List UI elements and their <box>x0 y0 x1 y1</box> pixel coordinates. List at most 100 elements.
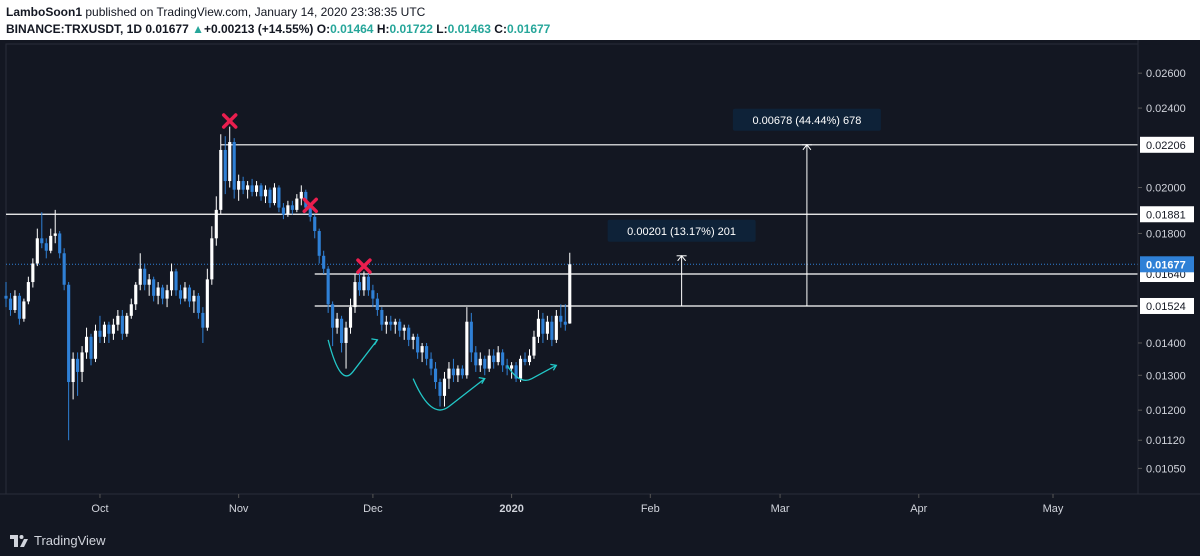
candle-body <box>44 243 48 251</box>
candle-body <box>120 315 124 334</box>
candle-body <box>331 304 335 328</box>
candle <box>389 315 393 331</box>
candle <box>299 185 303 206</box>
x-tick-label: May <box>1043 503 1064 515</box>
x-tick-label: 2020 <box>499 503 523 515</box>
candle-body <box>501 352 505 366</box>
candle <box>371 284 375 308</box>
close-label: C: <box>494 22 507 36</box>
level-price-label: 0.01524 <box>1146 301 1186 313</box>
low-value: 0.01463 <box>447 22 491 36</box>
candle-body <box>563 321 567 325</box>
candle <box>237 174 241 201</box>
publish-info: LamboSoon1 published on TradingView.com,… <box>6 5 425 19</box>
candle <box>17 293 21 325</box>
x-tick-label: Feb <box>641 503 660 515</box>
symbol-label[interactable]: BINANCE:TRXUSDT, 1D <box>6 22 143 36</box>
candle-body <box>232 142 236 190</box>
y-tick-label: 0.01800 <box>1146 228 1186 240</box>
candle <box>456 365 460 383</box>
current-price-tag <box>1140 256 1194 273</box>
candle <box>129 298 133 319</box>
candle-body <box>241 181 245 190</box>
candle <box>268 187 272 208</box>
resistance-marker-icon <box>302 197 319 214</box>
brand-name[interactable]: TradingView <box>34 533 106 548</box>
candle-body <box>98 330 102 337</box>
candle-body <box>545 321 549 334</box>
y-tick-label: 0.01200 <box>1146 405 1186 417</box>
candle-body <box>178 290 183 299</box>
candle-body <box>389 321 393 325</box>
level-price-label: 0.02206 <box>1146 140 1186 152</box>
level-price-tag <box>1140 136 1194 153</box>
candle-body <box>496 352 500 363</box>
candle-body <box>250 185 254 192</box>
arc-arrow-icon <box>327 338 379 377</box>
candle-body <box>161 287 165 299</box>
candle <box>152 276 156 302</box>
candle <box>340 315 344 353</box>
candle-body <box>465 321 469 376</box>
x-tick-label: Mar <box>771 503 790 515</box>
candle <box>71 352 75 400</box>
candle <box>290 200 294 215</box>
candle <box>201 307 205 343</box>
tradingview-logo-icon[interactable] <box>8 532 30 550</box>
candle <box>536 310 541 343</box>
candle <box>393 318 397 334</box>
candle <box>232 138 236 199</box>
candle-body <box>49 235 53 251</box>
x-tick-label: Apr <box>910 503 927 515</box>
author-name[interactable]: LamboSoon1 <box>6 5 83 19</box>
arc-curve <box>327 339 378 377</box>
candle <box>313 214 317 239</box>
candle <box>380 307 384 331</box>
candle <box>433 362 438 389</box>
candle-body <box>425 346 429 359</box>
candle <box>407 324 411 347</box>
candle-body <box>214 209 218 239</box>
candle <box>156 282 160 305</box>
candle-body <box>568 264 572 324</box>
candle <box>460 365 464 379</box>
candle <box>286 200 290 217</box>
candle <box>429 352 433 376</box>
candle <box>98 315 102 343</box>
candle <box>125 312 129 337</box>
candlestick-chart[interactable]: 0.00201 (13.17%) 201 0.00678 (44.44%) 678… <box>0 40 1200 526</box>
candle-body <box>205 279 209 328</box>
candle <box>169 263 174 296</box>
candle-body <box>219 149 223 210</box>
candle <box>563 304 567 331</box>
marker-stroke <box>221 113 238 129</box>
candle-body <box>174 271 178 291</box>
candle-body <box>559 315 563 322</box>
x-tick-label: Dec <box>363 503 383 515</box>
high-value: 0.01722 <box>389 22 433 36</box>
candle <box>40 212 44 249</box>
candle <box>277 185 281 213</box>
candle-body <box>53 233 57 236</box>
candle-body <box>299 191 303 199</box>
level-price-tag <box>1140 297 1194 314</box>
x-tick-label: Oct <box>91 503 108 515</box>
candle-body <box>313 216 317 232</box>
candle-body <box>322 255 326 269</box>
candle-body <box>411 336 415 340</box>
candle <box>196 293 200 319</box>
candle-body <box>268 189 272 204</box>
candle-body <box>527 355 532 363</box>
candle-body <box>554 315 558 340</box>
candle-body <box>366 276 370 291</box>
candle-body <box>31 263 35 283</box>
candle-body <box>138 268 142 285</box>
chart-area[interactable]: 0.00201 (13.17%) 201 0.00678 (44.44%) 678… <box>0 40 1200 526</box>
candle <box>559 304 563 328</box>
candle <box>505 358 509 376</box>
measure-label: 0.00201 (13.17%) 201 <box>627 226 736 238</box>
candle <box>366 274 370 296</box>
candle-body <box>451 368 455 376</box>
candle-body <box>456 368 460 376</box>
footer-bar: TradingView <box>0 526 1200 556</box>
